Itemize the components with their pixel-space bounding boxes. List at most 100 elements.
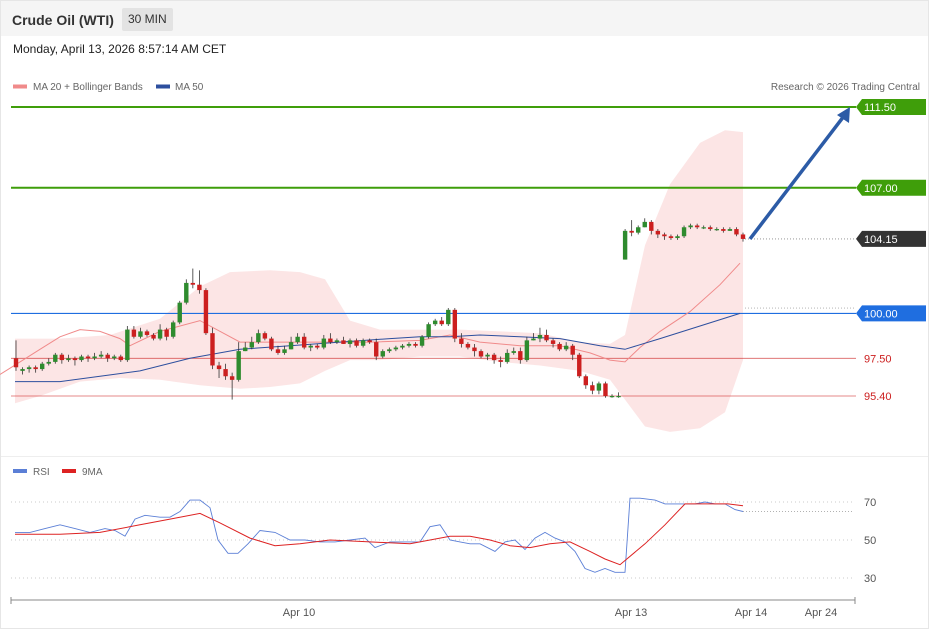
- candle: [321, 338, 327, 348]
- target-arrow: [748, 114, 846, 240]
- rsi-tick-label: 50: [864, 535, 876, 547]
- ma20-legend-swatch: [13, 84, 27, 89]
- candle: [629, 230, 634, 233]
- support-label: 95.40: [864, 391, 892, 403]
- candle: [197, 284, 202, 291]
- candle: [20, 369, 25, 371]
- pivot-tag: [856, 305, 926, 322]
- candle: [550, 340, 556, 344]
- candle: [603, 383, 608, 396]
- candle: [112, 356, 117, 359]
- candle: [426, 324, 431, 337]
- candle: [400, 345, 405, 348]
- candle: [675, 236, 680, 239]
- candle: [151, 334, 156, 339]
- candle: [216, 365, 222, 370]
- x-axis-label: Apr 13: [615, 607, 647, 619]
- resistance-label: 111.50: [864, 102, 896, 114]
- candle: [236, 351, 241, 380]
- candle: [223, 369, 228, 377]
- rsi-ma-line: [15, 503, 744, 566]
- candle: [662, 234, 667, 237]
- rsi-legend-swatch: [13, 469, 27, 473]
- candle: [367, 340, 372, 343]
- candle: [583, 376, 589, 386]
- bollinger-band: [15, 130, 743, 432]
- candle: [360, 340, 366, 346]
- candle: [79, 356, 84, 361]
- candle: [210, 333, 215, 366]
- copyright-text: Research © 2026 Trading Central: [771, 82, 920, 93]
- candle: [524, 340, 530, 361]
- candle: [125, 329, 130, 361]
- candle: [590, 385, 595, 391]
- candle: [511, 351, 516, 353]
- candle: [432, 320, 438, 325]
- candle: [642, 221, 647, 228]
- candle: [177, 302, 182, 323]
- candle: [609, 396, 615, 398]
- candle: [243, 347, 248, 352]
- candle: [39, 363, 45, 370]
- candle: [491, 354, 497, 361]
- candle: [655, 230, 661, 235]
- candle: [531, 338, 536, 341]
- candle: [419, 336, 425, 346]
- candle: [334, 340, 340, 343]
- candle: [72, 358, 78, 361]
- candle: [347, 340, 353, 344]
- candle: [138, 331, 143, 337]
- candle: [380, 351, 385, 357]
- candle: [170, 322, 176, 337]
- candle: [393, 347, 399, 350]
- candle: [459, 338, 464, 344]
- candle: [118, 356, 123, 361]
- candle: [714, 229, 720, 231]
- chart-title: Crude Oil (WTI): [12, 12, 114, 28]
- candle: [262, 333, 268, 339]
- candle: [452, 309, 458, 339]
- candle: [668, 236, 674, 239]
- candle: [354, 340, 359, 346]
- candle: [727, 229, 733, 231]
- candle: [256, 333, 261, 343]
- timestamp: Monday, April 13, 2026 8:57:14 AM CET: [13, 42, 227, 56]
- candle: [59, 354, 65, 361]
- x-axis-label: Apr 10: [283, 607, 315, 619]
- timeframe-button[interactable]: 30 MIN: [122, 8, 173, 31]
- rsi-ma-legend-swatch: [62, 469, 76, 473]
- ma20-legend-label: MA 20 + Bollinger Bands: [33, 82, 143, 93]
- candle: [282, 349, 287, 353]
- candle: [721, 229, 726, 231]
- candle: [229, 376, 235, 380]
- candle: [740, 234, 746, 239]
- candle: [92, 356, 97, 359]
- candle: [164, 329, 169, 337]
- candle: [275, 349, 281, 353]
- candle: [46, 361, 51, 364]
- candle: [308, 345, 313, 348]
- rsi-line: [15, 497, 744, 573]
- candle: [301, 336, 307, 348]
- candle: [269, 338, 274, 350]
- candle: [570, 345, 575, 355]
- rsi-tick-label: 30: [864, 573, 876, 585]
- candle: [544, 334, 549, 341]
- candle: [131, 329, 137, 337]
- rsi-tick-label: 70: [864, 497, 876, 509]
- candle: [328, 338, 333, 343]
- x-axis-label: Apr 24: [805, 607, 837, 619]
- candle: [406, 343, 412, 346]
- candle: [622, 230, 628, 260]
- support-label: 97.50: [864, 353, 892, 365]
- candle: [577, 354, 582, 377]
- candle: [203, 290, 209, 334]
- candle: [53, 354, 58, 362]
- candle: [413, 343, 418, 346]
- candle: [341, 340, 346, 344]
- candle: [288, 342, 294, 350]
- candle: [478, 351, 484, 357]
- candle: [315, 345, 320, 348]
- candle: [557, 343, 562, 350]
